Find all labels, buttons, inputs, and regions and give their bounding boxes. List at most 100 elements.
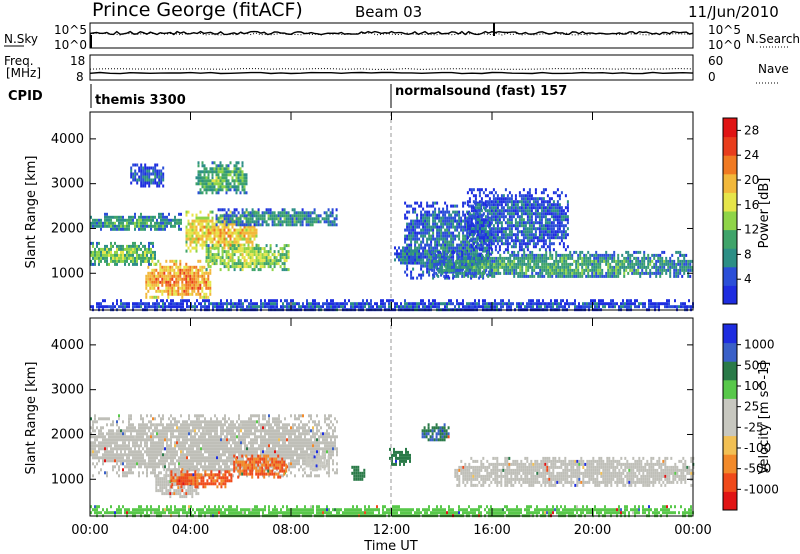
scatter-cell	[214, 302, 216, 306]
scatter-cell	[104, 299, 106, 303]
scatter-cell	[544, 302, 546, 306]
scatter-cell	[166, 299, 168, 303]
scatter-cell	[548, 248, 551, 252]
scatter-cell	[126, 253, 128, 257]
scatter-cell	[267, 211, 270, 215]
scatter-cell	[454, 234, 457, 238]
scatter-cell	[144, 181, 147, 185]
scatter-cell	[207, 262, 210, 266]
scatter-cell	[530, 212, 533, 216]
scatter-cell	[430, 243, 433, 247]
scatter-cell	[491, 274, 494, 278]
scatter-cell	[134, 256, 136, 260]
scatter-cell	[562, 215, 565, 219]
scatter-cell	[215, 262, 218, 266]
scatter-cell	[500, 302, 502, 306]
scatter-cell	[229, 247, 232, 251]
scatter-cell	[207, 277, 210, 281]
scatter-cell	[661, 265, 664, 269]
scatter-cell	[414, 234, 417, 238]
cpid-label: CPID	[8, 89, 43, 104]
scatter-cell	[175, 280, 178, 284]
scatter-cell	[536, 302, 538, 306]
scatter-cell	[641, 268, 644, 272]
scatter-cell	[414, 225, 417, 229]
scatter-cell	[336, 305, 338, 309]
nsearch-tick-hi: 10^5	[708, 23, 741, 37]
scatter-cell	[496, 242, 499, 246]
scatter-cell	[122, 215, 124, 219]
scatter-cell	[466, 302, 468, 306]
scatter-cell	[187, 274, 190, 278]
scatter-cell	[404, 246, 407, 250]
scatter-cell	[398, 246, 400, 250]
scatter-cell	[471, 262, 474, 266]
scatter-cell	[494, 191, 497, 195]
scatter-cell	[404, 261, 407, 265]
scatter-cell	[560, 191, 563, 195]
scatter-cell	[432, 273, 435, 277]
scatter-cell	[180, 302, 182, 306]
scatter-cell	[227, 173, 230, 177]
scatter-cell	[151, 277, 154, 281]
scatter-cell	[448, 228, 451, 232]
scatter-cell	[269, 247, 272, 251]
scatter-cell	[191, 234, 194, 238]
scatter-cell	[446, 225, 449, 229]
scatter-cell	[438, 231, 441, 235]
scatter-cell	[203, 216, 206, 220]
scatter-cell	[136, 181, 139, 185]
scatter-cell	[110, 247, 112, 251]
scatter-cell	[512, 206, 515, 210]
scatter-cell	[287, 217, 290, 221]
scatter-cell	[571, 262, 574, 266]
scatter-cell	[429, 262, 432, 266]
scatter-cell	[504, 203, 507, 207]
scatter-cell	[436, 216, 439, 220]
scatter-cell	[201, 237, 204, 241]
scatter-cell	[96, 250, 98, 254]
scatter-cell	[476, 305, 478, 309]
scatter-cell	[195, 219, 198, 223]
scatter-cell	[517, 250, 520, 254]
scatter-cell	[146, 221, 148, 225]
scatter-cell	[647, 265, 650, 269]
scatter-cell	[148, 218, 150, 222]
scatter-cell	[245, 259, 248, 263]
scatter-cell	[126, 302, 128, 306]
scatter-cell	[114, 256, 116, 260]
scatter-cell	[439, 250, 442, 254]
scatter-cell	[185, 277, 188, 281]
scatter-cell	[179, 259, 182, 263]
scatter-cell	[176, 218, 178, 222]
scatter-cell	[414, 246, 417, 250]
scatter-cell	[243, 176, 246, 180]
scatter-cell	[144, 221, 146, 225]
scatter-cell	[205, 280, 208, 284]
scatter-cell	[313, 217, 316, 221]
scatter-cell	[167, 292, 170, 296]
scatter-cell	[629, 265, 632, 269]
scatter-cell	[148, 224, 150, 228]
scatter-cell	[459, 262, 462, 266]
scatter-cell	[534, 230, 537, 234]
scatter-cell	[223, 246, 226, 250]
scatter-cell	[520, 239, 523, 243]
scatter-cell	[302, 305, 304, 309]
scatter-cell	[203, 182, 206, 186]
scatter-cell	[161, 292, 164, 296]
scatter-cell	[283, 247, 286, 251]
scatter-cell	[257, 208, 260, 212]
scatter-cell	[181, 277, 184, 281]
scatter-cell	[152, 172, 155, 176]
scatter-cell	[106, 262, 108, 266]
scatter-cell	[410, 261, 413, 265]
scatter-cell	[478, 191, 481, 195]
scatter-cell	[663, 268, 666, 272]
scatter-cell	[448, 225, 451, 229]
scatter-cell	[229, 214, 232, 218]
scatter-cell	[492, 230, 495, 234]
scatter-cell	[635, 256, 638, 260]
scatter-cell	[456, 252, 459, 256]
scatter-cell	[215, 219, 218, 223]
